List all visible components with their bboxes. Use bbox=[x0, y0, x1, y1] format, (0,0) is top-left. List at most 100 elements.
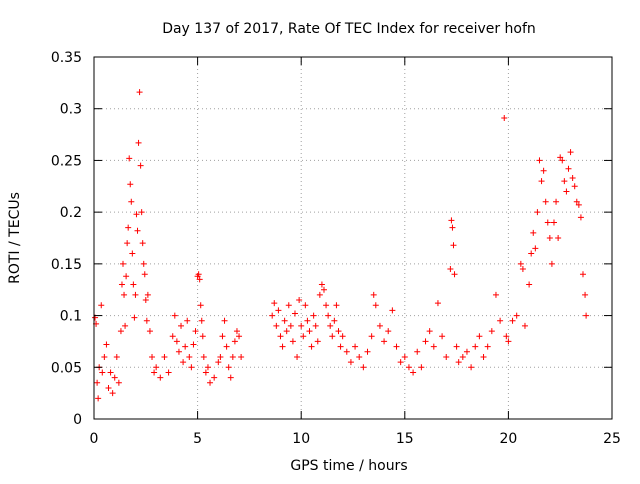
data-point bbox=[277, 333, 284, 340]
data-point bbox=[143, 317, 150, 324]
data-point bbox=[405, 364, 412, 371]
data-point bbox=[310, 312, 317, 319]
data-point bbox=[128, 198, 135, 205]
x-axis-label: GPS time / hours bbox=[290, 458, 407, 474]
x-tick-label: 0 bbox=[90, 431, 99, 447]
data-point bbox=[448, 217, 455, 224]
data-point bbox=[101, 353, 108, 360]
data-point bbox=[186, 353, 193, 360]
data-point bbox=[125, 224, 132, 231]
data-point bbox=[146, 328, 153, 335]
data-point bbox=[505, 338, 512, 345]
data-point bbox=[540, 167, 547, 174]
data-point bbox=[219, 333, 226, 340]
data-point bbox=[364, 348, 371, 355]
data-point bbox=[544, 219, 551, 226]
data-point bbox=[273, 322, 280, 329]
data-point bbox=[563, 188, 570, 195]
y-tick-label: 0.15 bbox=[51, 257, 82, 273]
data-point bbox=[472, 343, 479, 350]
data-point bbox=[450, 242, 457, 249]
data-point bbox=[173, 338, 180, 345]
y-tick-label: 0 bbox=[73, 412, 82, 428]
data-point bbox=[476, 333, 483, 340]
data-point bbox=[165, 369, 172, 376]
y-tick-label: 0.35 bbox=[51, 50, 82, 66]
y-tick-label: 0.2 bbox=[60, 205, 82, 221]
y-tick-label: 0.1 bbox=[60, 309, 82, 325]
data-point bbox=[550, 219, 557, 226]
data-point bbox=[430, 343, 437, 350]
data-point bbox=[582, 291, 589, 298]
data-point bbox=[131, 314, 138, 321]
data-point bbox=[111, 374, 118, 381]
data-point bbox=[455, 359, 462, 366]
data-point bbox=[123, 273, 130, 280]
data-point bbox=[453, 343, 460, 350]
data-point bbox=[509, 317, 516, 324]
data-point bbox=[513, 312, 520, 319]
data-point bbox=[113, 353, 120, 360]
data-point bbox=[140, 260, 147, 267]
data-point bbox=[548, 260, 555, 267]
data-point bbox=[161, 353, 168, 360]
data-point bbox=[370, 291, 377, 298]
data-point bbox=[139, 240, 146, 247]
data-point bbox=[175, 348, 182, 355]
data-point bbox=[497, 317, 504, 324]
data-point bbox=[573, 198, 580, 205]
data-point bbox=[426, 328, 433, 335]
data-point bbox=[538, 178, 545, 185]
data-point bbox=[182, 343, 189, 350]
data-point bbox=[217, 353, 224, 360]
data-points bbox=[92, 89, 590, 402]
y-tick-label: 0.25 bbox=[51, 153, 82, 169]
data-point bbox=[329, 333, 336, 340]
data-point bbox=[127, 181, 134, 188]
data-point bbox=[397, 359, 404, 366]
data-point bbox=[306, 328, 313, 335]
data-point bbox=[196, 276, 203, 283]
x-tick-label: 5 bbox=[193, 431, 202, 447]
data-point bbox=[356, 353, 363, 360]
data-point bbox=[121, 291, 128, 298]
data-point bbox=[316, 291, 323, 298]
data-point bbox=[211, 374, 218, 381]
data-point bbox=[561, 178, 568, 185]
data-point bbox=[115, 379, 122, 386]
data-point bbox=[133, 211, 140, 218]
data-point bbox=[180, 359, 187, 366]
data-point bbox=[117, 328, 124, 335]
data-point bbox=[331, 317, 338, 324]
data-point bbox=[195, 271, 202, 278]
data-point bbox=[223, 343, 230, 350]
data-point bbox=[275, 307, 282, 314]
data-point bbox=[503, 333, 510, 340]
data-point bbox=[103, 341, 110, 348]
data-point bbox=[308, 343, 315, 350]
data-point bbox=[129, 250, 136, 257]
data-point bbox=[109, 390, 116, 397]
data-point bbox=[99, 369, 106, 376]
data-point bbox=[480, 353, 487, 360]
x-tick-label: 20 bbox=[499, 431, 517, 447]
data-point bbox=[225, 364, 232, 371]
data-point bbox=[459, 353, 466, 360]
data-point bbox=[488, 328, 495, 335]
data-point bbox=[136, 89, 143, 96]
data-point bbox=[105, 384, 112, 391]
y-tick-label: 0.3 bbox=[60, 102, 82, 118]
data-point bbox=[517, 260, 524, 267]
x-tick-label: 15 bbox=[396, 431, 414, 447]
data-point bbox=[418, 364, 425, 371]
data-point bbox=[197, 302, 204, 309]
data-point bbox=[451, 271, 458, 278]
data-point bbox=[98, 302, 105, 309]
data-point bbox=[347, 359, 354, 366]
data-point bbox=[130, 281, 137, 288]
data-point bbox=[238, 353, 245, 360]
data-point bbox=[312, 322, 319, 329]
data-point bbox=[227, 374, 234, 381]
